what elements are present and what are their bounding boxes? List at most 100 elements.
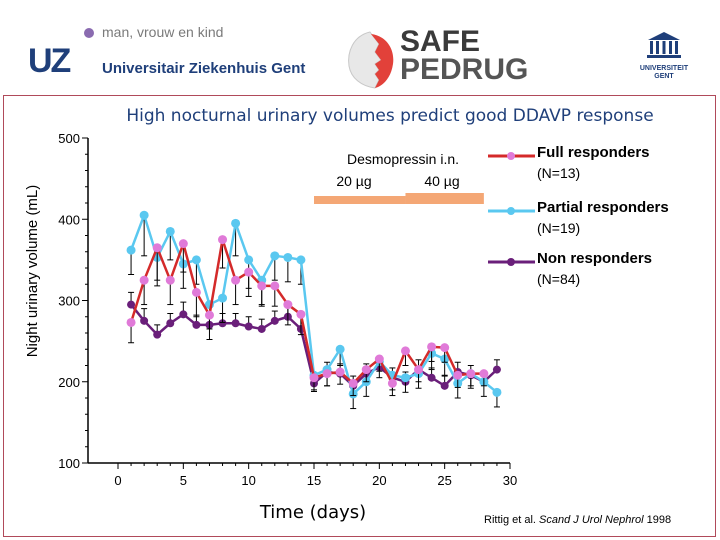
y-tick-label: 300 (58, 294, 80, 309)
series-full (126, 235, 489, 397)
x-tick-label: 15 (307, 473, 321, 488)
legend-label-partial: Partial responders (537, 199, 669, 216)
data-point-non (127, 300, 136, 309)
data-point-full (283, 300, 293, 310)
dose1-bar (314, 196, 406, 204)
data-point-non (218, 319, 227, 328)
data-point-partial (231, 218, 241, 228)
x-tick-label: 5 (180, 473, 187, 488)
y-tick-label: 100 (58, 456, 80, 471)
data-point-non (166, 319, 175, 328)
data-point-non (140, 316, 149, 325)
data-point-partial (165, 226, 175, 236)
tagline-dot (84, 28, 94, 38)
dose1-label: 20 µg (336, 173, 371, 189)
legend-label-full: Full responders (537, 144, 650, 161)
chart-axes: 100 200 300 400 500 0 5 10 15 20 25 30 (58, 131, 517, 488)
data-point-full (191, 287, 201, 297)
legend-label-non: Non responders (537, 250, 652, 267)
dose2-bar (405, 193, 484, 204)
legend-marker-non (507, 258, 515, 266)
data-point-partial (218, 293, 228, 303)
data-point-full (152, 243, 162, 253)
ugent-logo: UNIVERSITEIT GENT (628, 30, 700, 81)
citation: Rittig et al. Scand J Urol Nephrol 1998 (484, 514, 671, 526)
safepedrug-logo-icon (348, 31, 394, 89)
x-tick-label: 25 (437, 473, 451, 488)
data-point-full (126, 317, 136, 327)
y-tick-label: 400 (58, 212, 80, 227)
dose2-label: 40 µg (424, 173, 459, 189)
data-point-full (322, 369, 332, 379)
data-point-partial (191, 255, 201, 265)
pedrug-word: PEDRUG (400, 53, 529, 86)
data-point-partial (296, 255, 306, 265)
y-tick-label: 200 (58, 375, 80, 390)
x-axis-label: Time (days) (259, 502, 366, 523)
hospital-name: Universitair Ziekenhuis Gent (102, 60, 306, 77)
citation-journal: Scand J Urol Nephrol (539, 514, 644, 526)
data-point-full (178, 239, 188, 249)
data-point-non (270, 316, 279, 325)
data-point-partial (270, 251, 280, 261)
hospital-tagline: man, vrouw en kind (102, 24, 224, 40)
data-point-non (257, 324, 266, 333)
data-point-non (179, 310, 188, 319)
citation-authors: Rittig et al. (484, 514, 536, 526)
x-tick-label: 10 (241, 473, 255, 488)
data-point-partial (283, 252, 293, 262)
y-tick-label: 500 (58, 131, 80, 146)
dose-annotation: Desmopressin i.n. 20 µg 40 µg (314, 151, 484, 204)
x-tick-label: 0 (114, 473, 121, 488)
safe-word: SAFE (400, 25, 481, 58)
data-point-full (348, 378, 358, 388)
legend-marker-full (507, 152, 515, 160)
data-point-non (427, 373, 436, 382)
series-group (126, 210, 502, 410)
data-point-non (231, 319, 240, 328)
data-point-partial (126, 245, 136, 255)
data-point-full (427, 342, 437, 352)
x-tick-label: 20 (372, 473, 386, 488)
data-point-partial (400, 373, 410, 383)
safepedrug-wordmark: SAFE PEDRUG (400, 25, 529, 86)
data-point-full (361, 365, 371, 375)
data-point-full (479, 369, 489, 379)
ugent-line2: GENT (654, 73, 674, 80)
data-point-full (270, 281, 280, 291)
data-point-full (218, 235, 228, 245)
data-point-full (453, 370, 463, 380)
data-point-full (204, 310, 214, 320)
slide-frame (3, 95, 716, 537)
data-point-partial (492, 387, 502, 397)
y-axis-label: Night urinary volume (mL) (24, 185, 41, 358)
legend: Full responders (N=13) Partial responders (… (488, 144, 669, 287)
data-point-non (192, 320, 201, 329)
data-point-full (309, 373, 319, 383)
university-building-icon (647, 32, 681, 58)
legend-marker-partial (507, 207, 515, 215)
data-point-non (244, 322, 253, 331)
legend-count-full: (N=13) (537, 165, 580, 181)
data-point-full (440, 343, 450, 353)
dose-title: Desmopressin i.n. (347, 151, 459, 167)
series-line-full (129, 238, 484, 385)
uz-logo: UZ (28, 42, 71, 80)
data-point-partial (244, 255, 254, 265)
ugent-line1: UNIVERSITEIT (639, 65, 689, 72)
legend-count-partial: (N=19) (537, 220, 580, 236)
data-point-full (257, 281, 267, 291)
data-point-full (374, 354, 384, 364)
data-point-full (244, 267, 254, 277)
citation-year: 1998 (646, 514, 672, 526)
data-point-full (165, 275, 175, 285)
x-tick-label: 30 (503, 473, 517, 488)
data-point-partial (335, 344, 345, 354)
data-point-partial (139, 210, 149, 220)
data-point-full (139, 275, 149, 285)
chart-title: High nocturnal urinary volumes predict g… (126, 106, 653, 126)
data-point-full (400, 346, 410, 356)
data-point-full (231, 275, 241, 285)
legend-count-non: (N=84) (537, 271, 580, 287)
